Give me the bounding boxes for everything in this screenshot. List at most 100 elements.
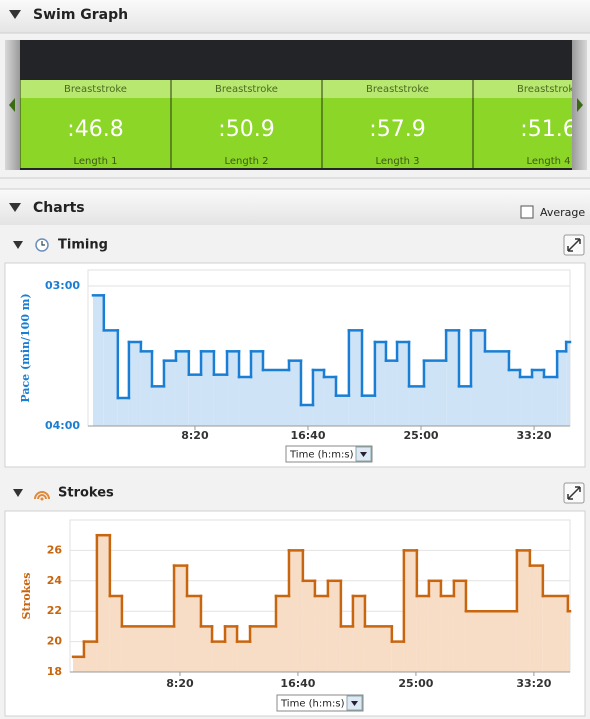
step-area (312, 370, 325, 426)
step-area (201, 351, 214, 426)
stroke-strip (20, 80, 171, 98)
step-area (364, 626, 392, 672)
step-area (428, 580, 441, 672)
step-area (262, 370, 289, 426)
step-area (362, 395, 375, 426)
step-area (103, 330, 118, 426)
step-area (453, 580, 466, 672)
section-title: Charts (33, 200, 85, 216)
stroke-type: Breaststroke (366, 84, 429, 95)
prev-arrow[interactable] (9, 98, 15, 112)
y-tick-label: 24 (47, 574, 63, 587)
expand-button[interactable] (563, 234, 585, 256)
y-axis-title: Pace (min/100 m) (19, 293, 32, 402)
chart-title: Timing (58, 238, 108, 253)
stroke-type: Breaststroke (517, 84, 580, 95)
x-tick-label: 33:20 (517, 429, 552, 442)
collapse-toggle[interactable] (13, 241, 23, 249)
average-checkbox[interactable] (520, 205, 534, 219)
y-axis-title: Strokes (20, 573, 33, 620)
step-area (302, 580, 315, 672)
stroke-strip (171, 80, 322, 98)
step-area (508, 370, 521, 426)
step-area (188, 374, 202, 426)
step-area (557, 351, 567, 426)
step-area (403, 550, 417, 672)
step-area (348, 330, 363, 426)
step-area (239, 377, 252, 426)
step-area (391, 641, 404, 672)
collapse-toggle[interactable] (9, 10, 21, 19)
stroke-strip (473, 80, 572, 98)
strokes-icon (34, 491, 50, 501)
step-area (225, 626, 238, 672)
step-area (340, 626, 353, 672)
step-area (275, 596, 289, 672)
selector-label: Time (h:m:s) (289, 450, 354, 461)
expand-button[interactable] (563, 482, 585, 504)
step-area (409, 386, 424, 426)
step-area (324, 377, 337, 426)
step-area (300, 405, 313, 426)
stroke-strip (322, 80, 473, 98)
step-area (397, 342, 410, 426)
step-area (529, 565, 543, 672)
x-tick-label: 25:00 (398, 677, 433, 690)
step-area (251, 351, 263, 426)
step-area (446, 330, 459, 426)
length-time: :50.9 (218, 117, 274, 142)
length-label: Length 1 (73, 156, 117, 167)
step-area (352, 596, 365, 672)
step-area (336, 395, 349, 426)
step-area (520, 377, 533, 426)
collapse-toggle[interactable] (9, 203, 21, 212)
stroke-type: Breaststroke (64, 84, 127, 95)
x-axis-selector[interactable] (285, 445, 373, 463)
step-area (109, 596, 122, 672)
step-area (175, 351, 189, 426)
x-tick-label: 8:20 (166, 677, 194, 690)
step-area (566, 342, 570, 426)
section-title: Swim Graph (33, 7, 128, 23)
x-tick-label: 16:40 (290, 429, 325, 442)
step-area (227, 351, 240, 426)
length-time: :57.9 (369, 117, 425, 142)
step-area (128, 342, 141, 426)
x-axis-selector[interactable] (276, 694, 364, 712)
section-header (0, 189, 590, 225)
x-tick-label: 16:40 (280, 677, 315, 690)
step-area (542, 596, 568, 672)
step-area (416, 596, 429, 672)
x-tick-label: 33:20 (516, 677, 551, 690)
step-area (374, 342, 386, 426)
step-area (151, 386, 164, 426)
step-area (532, 370, 545, 426)
collapse-toggle[interactable] (13, 489, 23, 497)
step-area (140, 351, 152, 426)
step-area (213, 374, 228, 426)
step-area (187, 596, 201, 672)
section-header (0, 0, 590, 33)
step-area (327, 580, 341, 672)
step-area (470, 330, 485, 426)
step-area (200, 626, 213, 672)
next-arrow[interactable] (577, 98, 583, 112)
step-area (465, 611, 517, 672)
checkbox-label: Average (540, 206, 585, 219)
step-area (83, 641, 97, 672)
step-area (121, 626, 175, 672)
y-tick-label: 03:00 (45, 279, 80, 292)
step-area (96, 535, 110, 672)
clock-icon (35, 238, 49, 252)
step-area (567, 611, 570, 672)
step-area (544, 377, 558, 426)
selector-label: Time (h:m:s) (280, 699, 345, 710)
selector-arrow (351, 701, 358, 706)
step-area (250, 626, 276, 672)
stroke-type: Breaststroke (215, 84, 278, 95)
length-time: :51.6 (520, 117, 576, 142)
step-area (117, 398, 129, 426)
step-area (314, 596, 328, 672)
